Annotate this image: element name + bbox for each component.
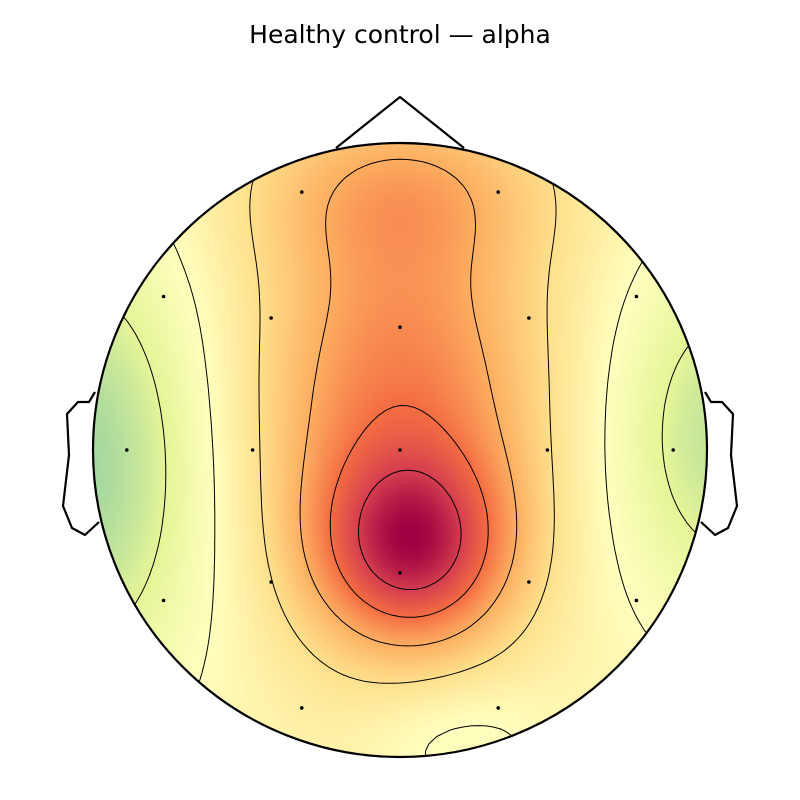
sensor-marker bbox=[496, 706, 501, 710]
sensor-marker bbox=[300, 706, 304, 710]
sensor-marker bbox=[634, 294, 639, 299]
sensor-marker bbox=[527, 316, 531, 320]
nose-outline bbox=[335, 95, 465, 149]
head-outline bbox=[91, 141, 709, 759]
sensor-marker bbox=[300, 190, 304, 194]
contour-line bbox=[299, 158, 518, 647]
sensor-marker bbox=[125, 448, 129, 452]
sensor-marker bbox=[398, 571, 402, 575]
chart-title: Healthy control — alpha bbox=[249, 20, 551, 49]
sensor-markers bbox=[125, 190, 675, 710]
sensor-marker bbox=[161, 294, 166, 299]
sensor-marker bbox=[269, 580, 273, 584]
sensor-marker bbox=[398, 325, 402, 330]
contour-line bbox=[329, 405, 489, 618]
contour-line bbox=[358, 469, 462, 590]
sensor-marker bbox=[527, 580, 531, 584]
sensor-marker bbox=[545, 448, 550, 452]
left-ear-outline bbox=[61, 391, 100, 537]
sensor-marker bbox=[671, 448, 675, 452]
sensor-marker bbox=[398, 448, 402, 452]
right-ear-outline bbox=[700, 391, 739, 537]
sensor-marker bbox=[496, 190, 501, 194]
sensor-marker bbox=[634, 598, 639, 603]
sensor-marker bbox=[161, 598, 166, 603]
sensor-marker bbox=[250, 448, 255, 452]
sensor-marker bbox=[269, 316, 273, 320]
